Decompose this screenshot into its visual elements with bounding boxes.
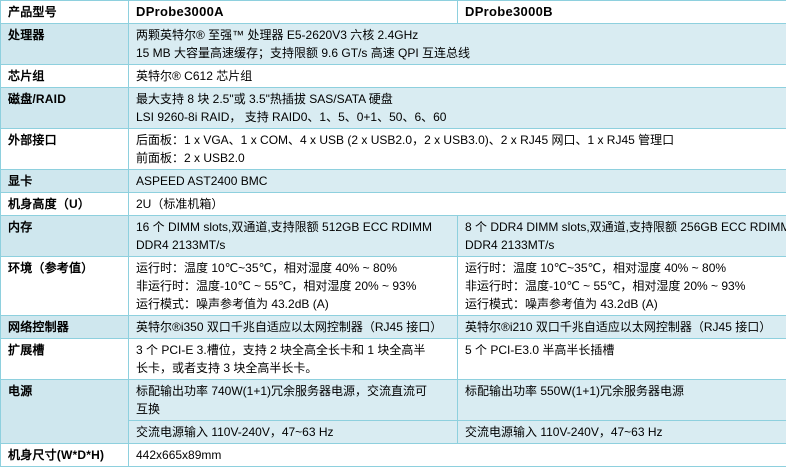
ports-line-1: 后面板：1 x VGA、1 x COM、4 x USB (2 x USB2.0，… bbox=[136, 132, 780, 148]
model-name-b: DProbe3000B bbox=[465, 4, 780, 20]
env-a-line-1: 运行时：温度 10℃~35℃，相对湿度 40% ~ 80% bbox=[136, 260, 451, 276]
cell-model-b: DProbe3000B bbox=[458, 1, 786, 24]
row-label-external-ports: 外部接口 bbox=[1, 129, 129, 170]
table-row-processor: 处理器 两颗英特尔® 至强™ 处理器 E5-2620V3 六核 2.4GHz 1… bbox=[1, 24, 786, 65]
chipset-line-1: 英特尔® C612 芯片组 bbox=[136, 68, 780, 84]
table-row-storage: 磁盘/RAID 最大支持 8 块 2.5"或 3.5"热插拔 SAS/SATA … bbox=[1, 88, 786, 129]
cell-processor: 两颗英特尔® 至强™ 处理器 E5-2620V3 六核 2.4GHz 15 MB… bbox=[129, 24, 786, 65]
memory-a-line-2: DDR4 2133MT/s bbox=[136, 237, 451, 253]
row-label-form-factor: 机身高度（U） bbox=[1, 193, 129, 216]
table-row-form-factor: 机身高度（U） 2U（标准机箱） bbox=[1, 193, 786, 216]
row-label-power-supply: 电源 bbox=[1, 380, 129, 444]
power-a-line-1: 标配输出功率 740W(1+1)冗余服务器电源，交流直流可 bbox=[136, 383, 451, 399]
cell-memory-a: 16 个 DIMM slots,双通道,支持限额 512GB ECC RDIMM… bbox=[129, 216, 458, 257]
cell-external-ports: 后面板：1 x VGA、1 x COM、4 x USB (2 x USB2.0，… bbox=[129, 129, 786, 170]
table-row-memory: 内存 16 个 DIMM slots,双通道,支持限额 512GB ECC RD… bbox=[1, 216, 786, 257]
label-text: 芯片组 bbox=[8, 68, 122, 84]
expansion-a-line-1: 3 个 PCI-E 3.槽位，支持 2 块全高全长卡和 1 块全高半 bbox=[136, 342, 451, 358]
cell-power-a: 标配输出功率 740W(1+1)冗余服务器电源，交流直流可 互换 bbox=[129, 380, 458, 421]
memory-b-line-1: 8 个 DDR4 DIMM slots,双通道,支持限额 256GB ECC R… bbox=[465, 219, 780, 235]
label-text: 扩展槽 bbox=[8, 342, 122, 358]
cell-memory-b: 8 个 DDR4 DIMM slots,双通道,支持限额 256GB ECC R… bbox=[458, 216, 786, 257]
table-row-network: 网络控制器 英特尔®i350 双口千兆自适应以太网控制器（RJ45 接口） 英特… bbox=[1, 316, 786, 339]
table-row-dimensions: 机身尺寸(W*D*H) 442x665x89mm bbox=[1, 444, 786, 467]
table-row-expansion-slots: 扩展槽 3 个 PCI-E 3.槽位，支持 2 块全高全长卡和 1 块全高半 长… bbox=[1, 339, 786, 380]
label-text: 产品型号 bbox=[8, 4, 122, 20]
dimensions-line-1: 442x665x89mm bbox=[136, 447, 780, 463]
row-label-processor: 处理器 bbox=[1, 24, 129, 65]
storage-line-1: 最大支持 8 块 2.5"或 3.5"热插拔 SAS/SATA 硬盘 bbox=[136, 91, 780, 107]
env-a-line-3: 运行模式：噪声参考值为 43.2dB (A) bbox=[136, 296, 451, 312]
row-label-environment: 环境（参考值） bbox=[1, 257, 129, 316]
row-label-dimensions: 机身尺寸(W*D*H) bbox=[1, 444, 129, 467]
cell-power-b: 标配输出功率 550W(1+1)冗余服务器电源 bbox=[458, 380, 786, 421]
cell-network-a: 英特尔®i350 双口千兆自适应以太网控制器（RJ45 接口） bbox=[129, 316, 458, 339]
cell-graphics: ASPEED AST2400 BMC bbox=[129, 170, 786, 193]
network-b-line-1: 英特尔®i210 双口千兆自适应以太网控制器（RJ45 接口） bbox=[465, 319, 780, 335]
table-row-external-ports: 外部接口 后面板：1 x VGA、1 x COM、4 x USB (2 x US… bbox=[1, 129, 786, 170]
row-label-chipset: 芯片组 bbox=[1, 65, 129, 88]
form-factor-line-1: 2U（标准机箱） bbox=[136, 196, 780, 212]
row-label-model: 产品型号 bbox=[1, 1, 129, 24]
memory-b-line-2: DDR4 2133MT/s bbox=[465, 237, 780, 253]
env-b-line-1: 运行时：温度 10℃~35℃，相对湿度 40% ~ 80% bbox=[465, 260, 780, 276]
label-text: 机身高度（U） bbox=[8, 196, 122, 212]
processor-line-2: 15 MB 大容量高速缓存；支持限额 9.6 GT/s 高速 QPI 互连总线 bbox=[136, 45, 780, 61]
network-a-line-1: 英特尔®i350 双口千兆自适应以太网控制器（RJ45 接口） bbox=[136, 319, 451, 335]
env-a-line-2: 非运行时：温度-10℃ ~ 55℃，相对湿度 20% ~ 93% bbox=[136, 278, 451, 294]
row-label-memory: 内存 bbox=[1, 216, 129, 257]
cell-network-b: 英特尔®i210 双口千兆自适应以太网控制器（RJ45 接口） bbox=[458, 316, 786, 339]
row-label-graphics: 显卡 bbox=[1, 170, 129, 193]
label-text: 内存 bbox=[8, 219, 122, 235]
table-row-model: 产品型号 DProbe3000A DProbe3000B bbox=[1, 1, 786, 24]
label-text: 环境（参考值） bbox=[8, 260, 122, 276]
env-b-line-2: 非运行时：温度-10℃ ~ 55℃，相对湿度 20% ~ 93% bbox=[465, 278, 780, 294]
cell-storage: 最大支持 8 块 2.5"或 3.5"热插拔 SAS/SATA 硬盘 LSI 9… bbox=[129, 88, 786, 129]
graphics-line-1: ASPEED AST2400 BMC bbox=[136, 173, 780, 189]
row-label-network: 网络控制器 bbox=[1, 316, 129, 339]
cell-expansion-b: 5 个 PCI-E3.0 半高半长插槽 bbox=[458, 339, 786, 380]
table-row-chipset: 芯片组 英特尔® C612 芯片组 bbox=[1, 65, 786, 88]
row-label-expansion-slots: 扩展槽 bbox=[1, 339, 129, 380]
processor-line-1: 两颗英特尔® 至强™ 处理器 E5-2620V3 六核 2.4GHz bbox=[136, 27, 780, 43]
cell-ac-input-a: 交流电源输入 110V-240V，47~63 Hz bbox=[129, 421, 458, 444]
cell-chipset: 英特尔® C612 芯片组 bbox=[129, 65, 786, 88]
ac-input-a-line-1: 交流电源输入 110V-240V，47~63 Hz bbox=[136, 424, 451, 440]
cell-environment-b: 运行时：温度 10℃~35℃，相对湿度 40% ~ 80% 非运行时：温度-10… bbox=[458, 257, 786, 316]
power-b-line-1: 标配输出功率 550W(1+1)冗余服务器电源 bbox=[465, 383, 780, 399]
table-row-graphics: 显卡 ASPEED AST2400 BMC bbox=[1, 170, 786, 193]
cell-environment-a: 运行时：温度 10℃~35℃，相对湿度 40% ~ 80% 非运行时：温度-10… bbox=[129, 257, 458, 316]
power-a-line-2: 互换 bbox=[136, 401, 451, 417]
memory-a-line-1: 16 个 DIMM slots,双通道,支持限额 512GB ECC RDIMM bbox=[136, 219, 451, 235]
cell-expansion-a: 3 个 PCI-E 3.槽位，支持 2 块全高全长卡和 1 块全高半 长卡，或者… bbox=[129, 339, 458, 380]
label-text: 磁盘/RAID bbox=[8, 91, 122, 107]
row-label-storage: 磁盘/RAID bbox=[1, 88, 129, 129]
label-text: 外部接口 bbox=[8, 132, 122, 148]
label-text: 显卡 bbox=[8, 173, 122, 189]
label-text: 处理器 bbox=[8, 27, 122, 43]
env-b-line-3: 运行模式：噪声参考值为 43.2dB (A) bbox=[465, 296, 780, 312]
cell-dimensions: 442x665x89mm bbox=[129, 444, 786, 467]
label-text: 电源 bbox=[8, 383, 122, 399]
table-row-environment: 环境（参考值） 运行时：温度 10℃~35℃，相对湿度 40% ~ 80% 非运… bbox=[1, 257, 786, 316]
expansion-b-line-1: 5 个 PCI-E3.0 半高半长插槽 bbox=[465, 342, 780, 358]
label-text: 机身尺寸(W*D*H) bbox=[8, 447, 122, 463]
cell-form-factor: 2U（标准机箱） bbox=[129, 193, 786, 216]
table-row-power-supply: 电源 标配输出功率 740W(1+1)冗余服务器电源，交流直流可 互换 标配输出… bbox=[1, 380, 786, 421]
storage-line-2: LSI 9260-8i RAID， 支持 RAID0、1、5、0+1、50、6、… bbox=[136, 109, 780, 125]
cell-ac-input-b: 交流电源输入 110V-240V，47~63 Hz bbox=[458, 421, 786, 444]
ports-line-2: 前面板：2 x USB2.0 bbox=[136, 150, 780, 166]
cell-model-a: DProbe3000A bbox=[129, 1, 458, 24]
model-name-a: DProbe3000A bbox=[136, 4, 451, 20]
expansion-a-line-2: 长卡，或者支持 3 块全高半长卡。 bbox=[136, 360, 451, 376]
ac-input-b-line-1: 交流电源输入 110V-240V，47~63 Hz bbox=[465, 424, 780, 440]
label-text: 网络控制器 bbox=[8, 319, 122, 335]
